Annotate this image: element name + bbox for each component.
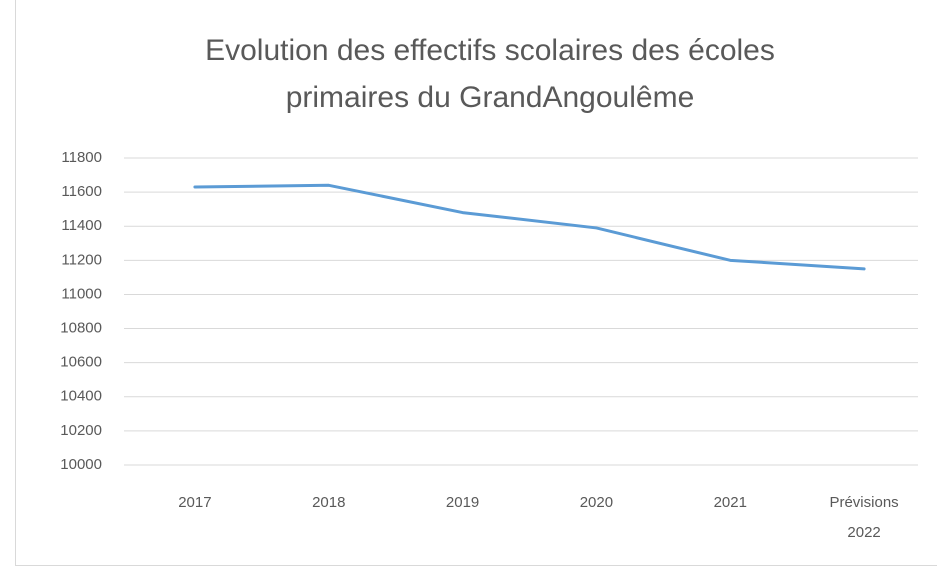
y-tick-label: 11000 (61, 285, 102, 302)
x-tick-label: 2018 (312, 494, 345, 511)
x-tick-label: 2020 (580, 494, 613, 511)
y-tick-label: 11600 (61, 183, 102, 200)
y-tick-label: 11800 (61, 149, 102, 166)
y-tick-label: 10800 (60, 320, 102, 337)
y-tick-label: 11200 (61, 251, 102, 268)
y-tick-label: 11400 (61, 217, 102, 234)
y-tick-label: 10400 (60, 388, 102, 405)
y-tick-label: 10600 (60, 354, 102, 371)
x-tick-label: 2021 (714, 494, 747, 511)
x-tick-label: 2017 (178, 494, 211, 511)
chart-title: Evolution des effectifs scolaires des éc… (205, 34, 775, 114)
x-tick-label: 2019 (446, 494, 479, 511)
x-tick-label: Prévisions 2022 (829, 494, 898, 541)
data-line (193, 183, 866, 271)
chart-frame (15, 0, 937, 566)
y-tick-label: 10200 (60, 422, 102, 439)
y-tick-label: 10000 (60, 456, 102, 473)
